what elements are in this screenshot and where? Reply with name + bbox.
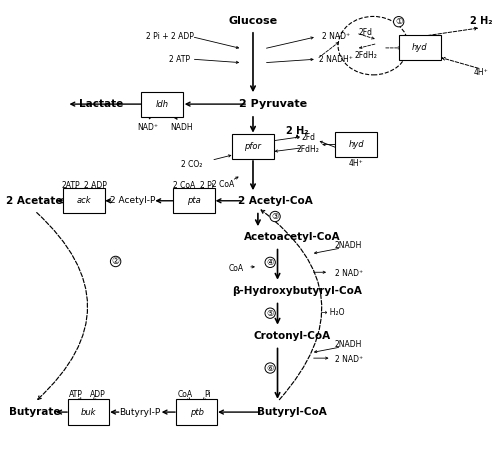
Text: 2 CoA: 2 CoA — [213, 179, 235, 189]
Text: 2 ADP: 2 ADP — [83, 180, 106, 189]
Text: ②: ② — [112, 257, 120, 266]
Text: ①: ① — [395, 17, 403, 26]
FancyBboxPatch shape — [399, 35, 441, 60]
FancyBboxPatch shape — [173, 188, 215, 213]
Text: 2 CO₂: 2 CO₂ — [181, 160, 203, 169]
Text: ⑥: ⑥ — [266, 364, 274, 373]
Text: 2NADH: 2NADH — [335, 241, 362, 250]
Text: 2FdH₂: 2FdH₂ — [354, 51, 377, 60]
Text: Butyryl-P: Butyryl-P — [120, 408, 161, 417]
Text: ptb: ptb — [190, 408, 204, 417]
Text: 2NADH: 2NADH — [335, 340, 362, 349]
Text: β-Hydroxybutyryl-CoA: β-Hydroxybutyryl-CoA — [232, 285, 362, 296]
Text: 2 CoA: 2 CoA — [173, 180, 196, 189]
Text: → H₂O: → H₂O — [321, 308, 344, 317]
Text: 2 NAD⁺: 2 NAD⁺ — [322, 32, 350, 41]
Text: 4H⁺: 4H⁺ — [349, 159, 363, 168]
Text: 2FdH₂: 2FdH₂ — [297, 146, 320, 154]
Text: Crotonyl-CoA: Crotonyl-CoA — [253, 331, 331, 341]
Text: pfor: pfor — [245, 143, 261, 152]
FancyBboxPatch shape — [141, 92, 183, 117]
Text: hyd: hyd — [412, 43, 428, 52]
Text: NAD⁺: NAD⁺ — [137, 123, 158, 132]
Text: Pi: Pi — [205, 390, 211, 399]
Text: ③: ③ — [271, 212, 279, 221]
Text: Lactate: Lactate — [79, 99, 123, 109]
Text: 2 NAD⁺: 2 NAD⁺ — [335, 269, 363, 278]
Text: 2 H₂: 2 H₂ — [470, 16, 493, 26]
Text: Acetoacetyl-CoA: Acetoacetyl-CoA — [244, 232, 340, 242]
Text: Butyrate: Butyrate — [9, 407, 60, 417]
FancyBboxPatch shape — [232, 134, 274, 159]
Text: 2 Acetyl-P: 2 Acetyl-P — [110, 196, 156, 205]
Text: buk: buk — [81, 408, 96, 417]
FancyBboxPatch shape — [335, 132, 377, 157]
Text: ⑤: ⑤ — [266, 308, 274, 318]
Text: 2 NAD⁺: 2 NAD⁺ — [335, 354, 363, 364]
Text: ④: ④ — [266, 258, 274, 267]
Text: 2Fd: 2Fd — [359, 28, 373, 37]
Text: ldh: ldh — [156, 100, 169, 109]
Text: 2 Acetyl-CoA: 2 Acetyl-CoA — [238, 196, 312, 206]
Text: CoA: CoA — [178, 390, 193, 399]
Text: ATP: ATP — [69, 390, 83, 399]
Text: hyd: hyd — [348, 140, 364, 149]
Text: 2 ATP: 2 ATP — [169, 55, 190, 64]
Text: Butyryl-CoA: Butyryl-CoA — [257, 407, 327, 417]
Text: pta: pta — [187, 196, 201, 205]
FancyBboxPatch shape — [63, 188, 105, 213]
Text: 2 Pi + 2 ADP: 2 Pi + 2 ADP — [146, 32, 194, 41]
Text: CoA: CoA — [228, 264, 244, 273]
Text: 2 Pi: 2 Pi — [201, 180, 214, 189]
FancyBboxPatch shape — [68, 400, 109, 425]
Text: 2 H₂: 2 H₂ — [286, 126, 308, 136]
FancyBboxPatch shape — [176, 400, 218, 425]
Text: NADH: NADH — [171, 123, 193, 132]
Text: 4H⁺: 4H⁺ — [474, 68, 489, 77]
Text: 2 Pyruvate: 2 Pyruvate — [239, 99, 307, 109]
Text: 2 NADH⁺: 2 NADH⁺ — [319, 55, 353, 64]
Text: Glucose: Glucose — [229, 16, 277, 26]
Text: 2ATP: 2ATP — [61, 180, 80, 189]
Text: ack: ack — [76, 196, 91, 205]
Text: ADP: ADP — [90, 390, 105, 399]
Text: 2 Acetate: 2 Acetate — [6, 196, 63, 206]
Text: 2Fd: 2Fd — [301, 133, 315, 143]
